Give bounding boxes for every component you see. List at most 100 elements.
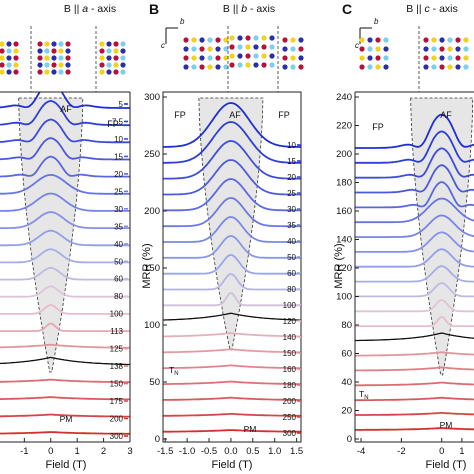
lattice-atom [0,48,5,54]
curve-label: 125 [110,345,124,354]
lattice-atom [455,46,461,52]
curve-label: 200 [283,397,297,406]
series-line [163,254,301,275]
y-tick-label: 20 [341,406,352,417]
lattice-atom [58,69,64,75]
curve-label: 15 [114,152,123,161]
curve-label: 5 [119,100,124,109]
lattice-atom [298,64,304,70]
y-tick-label: 180 [336,178,352,189]
curve-label: 138 [110,362,124,371]
lattice-atom [290,37,296,43]
lattice-atom [113,62,119,68]
lattice-atom [439,46,445,52]
series-line [0,137,130,161]
curve-label: 60 [114,275,123,284]
curve-label: 20 [114,170,123,179]
lattice-atom [261,62,267,68]
panel-c-x-ticks: -4 -2 0 1 [357,438,465,457]
crystal-inset [37,41,71,75]
region-label-fp-right: FP [278,110,290,120]
lattice-atom [223,37,229,43]
curve-label: 100 [283,301,297,310]
lattice-atom [431,46,437,52]
curve-label: 180 [283,381,297,390]
curve-label: 25 [287,189,296,198]
lattice-atom [44,69,50,75]
af-region [410,97,474,376]
lattice-atom [44,62,50,68]
lattice-atom [65,48,71,54]
series-line [0,211,130,229]
panel-b-x-ticks: -1.5 -1.0 -0.5 0.0 0.5 1.0 1.5 [157,438,303,457]
lattice-atom [359,55,365,61]
lattice-atom [447,37,453,43]
lattice-atom [298,55,304,61]
curve-label: 150 [110,380,124,389]
lattice-atom [237,44,243,50]
panel-a-plot [0,92,130,435]
lattice-atom [455,64,461,70]
lattice-atom [44,55,50,61]
series-line [0,99,130,127]
lattice-atom [282,46,288,52]
lattice-atom [191,37,197,43]
curve-label: 35 [287,221,296,230]
curve-label: 60 [287,269,296,278]
lattice-atom [245,62,251,68]
curve-label: 30 [114,205,123,214]
y-tick-label: 0 [347,434,352,445]
lattice-atom [51,48,57,54]
series-line [0,248,130,264]
lattice-atom [0,69,5,75]
y-tick-label: 60 [341,349,352,360]
curve-label: 25 [114,187,123,196]
lattice-atom [199,46,205,52]
series-line [355,412,474,416]
lattice-atom [229,44,235,50]
curve-label: 120 [283,317,297,326]
lattice-atom [191,55,197,61]
axis-letter-up: c [161,41,165,50]
x-tick-label: -4 [357,446,365,457]
series-line [355,231,474,253]
lattice-atom [191,64,197,70]
lattice-atom [6,41,12,47]
lattice-atom [269,62,275,68]
x-tick-label: -0.5 [201,446,217,457]
lattice-atom [383,46,389,52]
lattice-atom [290,46,296,52]
lattice-atom [37,41,43,47]
lattice-atom [282,37,288,43]
x-tick-label: 0 [48,446,53,457]
curve-label: 140 [283,333,297,342]
lattice-atom [298,46,304,52]
series-line [163,273,301,291]
lattice-atom [65,69,71,75]
lattice-atom [120,48,126,54]
lattice-atom [455,37,461,43]
lattice-atom [0,41,5,47]
lattice-atom [455,55,461,61]
lattice-atom [423,64,429,70]
curve-label: 80 [287,285,296,294]
axis-indicator: c b [161,17,185,50]
panel-b-label: B [149,1,159,17]
lattice-atom [245,35,251,41]
lattice-atom [6,62,12,68]
series-line [163,332,301,338]
region-label-pm: PM [60,414,73,424]
tn-label: TN [359,389,369,401]
lattice-atom [359,46,365,52]
x-tick-label: 3 [127,446,132,457]
panel-c-y-ticks: 0 20 40 60 80 100 120 140 160 180 200 220 240 [336,92,359,445]
crystal-inset [0,41,19,75]
lattice-atom [58,55,64,61]
lattice-atom [183,55,189,61]
lattice-atom [6,55,12,61]
lattice-atom [215,37,221,43]
y-tick-label: 300 [144,92,160,103]
region-label-af: AF [229,110,241,120]
series-line [0,173,130,195]
series-line [355,147,474,179]
